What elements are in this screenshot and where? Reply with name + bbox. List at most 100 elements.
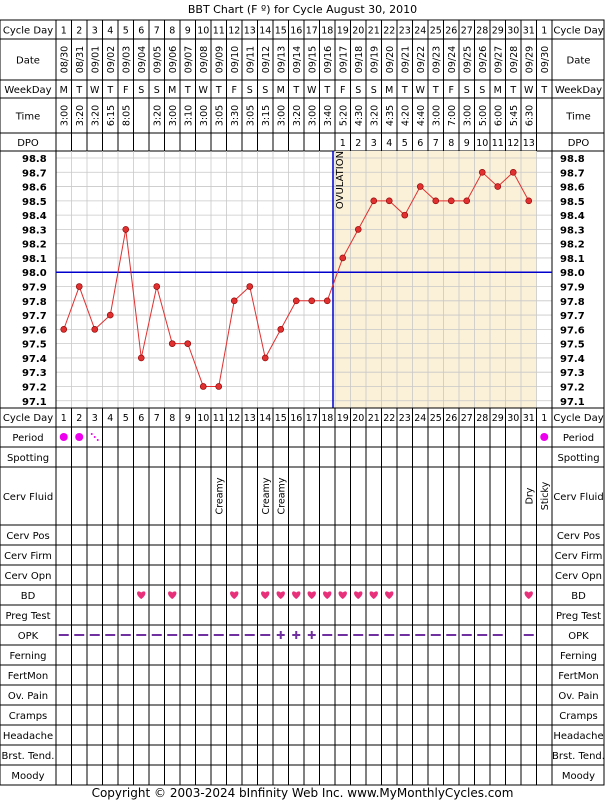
weekday-cell: S: [247, 85, 253, 96]
cerv-fluid-mark: Creamy: [276, 477, 287, 514]
weekday-cell: M: [60, 85, 68, 96]
cycle_day-cell: 22: [383, 26, 395, 37]
temperature-point: [478, 168, 486, 176]
cycle_day-cell: 13: [244, 26, 256, 37]
cycle-day-cell: 11: [213, 413, 225, 424]
date-cell: 09/02: [106, 46, 117, 73]
weekday-cell: S: [479, 85, 485, 96]
y-tick-label-left: 98.6: [22, 183, 47, 194]
cycle_day-cell: 21: [368, 26, 380, 37]
date-cell: 09/16: [323, 46, 334, 73]
temperature-point: [246, 283, 254, 290]
temperature-point: [91, 326, 99, 333]
cycle-day-cell: 25: [430, 413, 442, 424]
temperature-point: [122, 226, 130, 233]
period-spot: [96, 439, 99, 441]
temperature-point: [509, 168, 517, 176]
y-tick-label-left: 98.4: [22, 211, 47, 222]
cycle_day-cell: 31: [523, 26, 535, 37]
row-label: Headache: [3, 731, 53, 742]
cycle_day-cell: 28: [476, 26, 488, 37]
period-dot: [59, 433, 68, 441]
temperature-point: [277, 326, 285, 333]
row-fertmon: [0, 664, 605, 686]
y-tick-label-left: 97.8: [22, 297, 47, 308]
weekday-cell: T: [215, 85, 222, 96]
date-cell: 09/20: [385, 46, 396, 73]
date-cell: 09/29: [524, 46, 535, 73]
cycle-day-cell: 6: [138, 413, 144, 424]
time-cell: 4:40: [416, 105, 427, 126]
cycle-day-cell: 8: [169, 413, 175, 424]
time-cell: 6:00: [493, 105, 504, 126]
cycle_day-cell: 30: [507, 26, 519, 37]
ovulation-label: OVULATION: [335, 151, 346, 209]
temperature-point: [153, 283, 161, 290]
period-spot: [90, 433, 93, 435]
temperature-point: [137, 354, 145, 362]
weekday-cell: S: [464, 85, 470, 96]
bd-heart-icon: [524, 591, 533, 599]
weekday-cell: S: [138, 85, 144, 96]
row-label: BD: [21, 591, 36, 602]
cycle_day-cell: 9: [185, 26, 191, 37]
row-bd: [0, 584, 605, 606]
cycle-day-cell: 23: [399, 413, 411, 424]
row-label-right: Preg Test: [556, 611, 601, 622]
row-label: Ov. Pain: [8, 691, 48, 702]
time-cell: 4:30: [354, 105, 365, 126]
temperature-point: [308, 297, 316, 305]
row-time: [0, 97, 605, 134]
weekday-cell: M: [494, 85, 502, 96]
row-ferning: [0, 644, 605, 666]
y-tick-label-right: 98.0: [560, 268, 585, 279]
bd-heart-icon: [137, 591, 146, 599]
temperature-point: [168, 340, 176, 347]
time-cell: 6:15: [106, 105, 117, 126]
y-tick-label-left: 98.1: [22, 254, 47, 265]
cycle-day-cell: 14: [259, 413, 271, 424]
time-cell: 3:05: [214, 105, 225, 126]
weekday-cell: W: [199, 85, 209, 96]
row-cramps: [0, 704, 605, 726]
row-label-right-date: Date: [567, 56, 591, 67]
time-cell: 3:00: [462, 105, 473, 126]
chart-title: BBT Chart (F º) for Cycle August 30, 201…: [188, 3, 417, 16]
bd-heart-icon: [168, 591, 177, 599]
y-tick-label-left: 97.7: [22, 311, 47, 322]
time-cell: 3:00: [307, 105, 318, 126]
row-cerv-pos: [0, 524, 605, 546]
date-cell: 08/30: [59, 46, 70, 73]
row-label-weekday: WeekDay: [4, 85, 51, 96]
temperature-point: [494, 183, 502, 190]
row-label-right: Cerv Pos: [557, 531, 600, 542]
bd-heart-icon: [230, 591, 239, 599]
weekday-cell: S: [355, 85, 361, 96]
cycle-day-cell: 13: [244, 413, 256, 424]
bd-heart-icon: [338, 591, 347, 599]
cerv-fluid-mark: Dry: [524, 487, 535, 504]
y-tick-label-right: 97.3: [560, 368, 585, 379]
bd-heart-icon: [292, 591, 301, 599]
y-tick-label-right: 97.2: [560, 382, 585, 393]
row-headache: [0, 724, 605, 746]
date-cell: 09/22: [416, 46, 427, 73]
weekday-cell: F: [123, 85, 128, 96]
dpo-cell: 6: [417, 138, 423, 149]
temperature-point: [432, 197, 440, 205]
y-tick-label-right: 97.6: [560, 325, 585, 336]
temperature-point: [401, 211, 409, 219]
cycle_day-cell: 11: [213, 26, 225, 37]
date-cell: 09/01: [90, 46, 101, 73]
row-label: Period: [12, 433, 43, 444]
time-cell: 3:15: [261, 105, 272, 126]
row-label: Cerv Firm: [4, 551, 52, 562]
cycle_day-cell: 25: [430, 26, 442, 37]
cycle-day-cell: 17: [306, 413, 318, 424]
weekday-cell: M: [277, 85, 285, 96]
y-tick-label-left: 97.9: [22, 283, 47, 294]
y-tick-label-left: 98.8: [22, 154, 47, 165]
temperature-point: [339, 254, 347, 262]
y-tick-label-right: 98.1: [560, 254, 585, 265]
row-label-right: OPK: [568, 631, 589, 642]
